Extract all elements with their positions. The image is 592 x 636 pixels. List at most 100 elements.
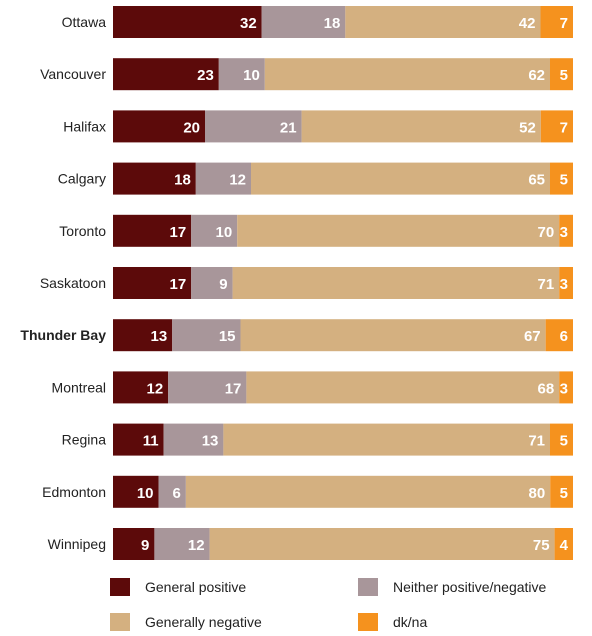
bar-segment-generally-negative [223, 423, 550, 456]
bar-segment-dk-na [559, 214, 573, 247]
bar-segment-generally-negative [246, 371, 560, 404]
data-label: 70 [538, 224, 555, 241]
bar-segment-dk-na [550, 58, 573, 91]
data-label: 6 [560, 328, 568, 345]
bar-segment-generally-negative [237, 214, 560, 247]
bar-segment-general-positive [113, 528, 155, 560]
bar-segment-generally-negative [240, 319, 546, 352]
data-label: 12 [147, 380, 164, 397]
bar-segment-generally-negative [209, 528, 555, 560]
bar-segment-dk-na [545, 319, 573, 352]
data-label: 10 [137, 485, 154, 502]
data-label: 21 [280, 119, 297, 136]
data-label: 3 [560, 276, 568, 293]
category-label: Edmonton [42, 484, 106, 500]
data-label: 7 [560, 15, 568, 32]
data-label: 71 [538, 276, 555, 293]
legend-item-dk-na: dk/na [358, 613, 427, 631]
bar-segment-general-positive [113, 423, 164, 456]
data-label: 12 [188, 537, 205, 554]
legend-swatch [358, 578, 378, 596]
bar-row-toronto: Toronto 17 10 70 3 [59, 214, 573, 247]
data-label: 7 [560, 119, 568, 136]
bar-segment-neither-positive-negative [195, 162, 251, 195]
bar-segment-dk-na [550, 162, 573, 195]
bar-row-thunder-bay: Thunder Bay 13 15 67 6 [20, 319, 573, 352]
data-label: 62 [528, 67, 545, 84]
bar-row-calgary: Calgary 18 12 65 5 [58, 162, 573, 195]
data-label: 17 [170, 224, 187, 241]
category-label: Montreal [52, 379, 106, 395]
category-label: Halifax [63, 118, 106, 134]
data-label: 67 [524, 328, 541, 345]
bar-segment-general-positive [113, 6, 262, 38]
bar-segment-dk-na [559, 371, 573, 404]
legend-label: dk/na [393, 614, 427, 630]
data-label: 13 [202, 433, 219, 450]
bar-segment-general-positive [113, 267, 192, 299]
bar-segment-generally-negative [345, 6, 541, 38]
bar-segment-generally-negative [251, 162, 550, 195]
data-label: 6 [173, 485, 181, 502]
category-label: Winnipeg [48, 536, 106, 552]
data-label: 5 [560, 433, 568, 450]
bar-segment-neither-positive-negative [218, 58, 265, 91]
data-label: 5 [560, 485, 568, 502]
legend-label: Neither positive/negative [393, 579, 547, 595]
category-label: Regina [62, 432, 107, 448]
bar-row-winnipeg: Winnipeg 9 12 75 4 [48, 528, 573, 560]
data-label: 12 [229, 172, 246, 189]
category-label: Toronto [59, 223, 106, 239]
bar-segment-general-positive [113, 214, 192, 247]
category-label: Vancouver [40, 66, 106, 82]
data-label: 23 [197, 67, 214, 84]
bar-segment-dk-na [550, 475, 573, 508]
data-label: 52 [519, 119, 536, 136]
bar-segment-dk-na [540, 6, 573, 38]
category-label: Calgary [58, 171, 106, 187]
data-label: 18 [324, 15, 341, 32]
bar-row-saskatoon: Saskatoon 17 9 71 3 [40, 267, 573, 299]
bar-segment-general-positive [113, 162, 196, 195]
data-label: 11 [143, 433, 159, 450]
legend-item-general-positive: General positive [110, 578, 246, 596]
bar-row-halifax: Halifax 20 21 52 7 [63, 110, 573, 143]
bar-segment-neither-positive-negative [158, 475, 186, 508]
bar-segment-neither-positive-negative [168, 371, 247, 404]
data-label: 17 [225, 380, 242, 397]
category-label: Thunder Bay [20, 327, 106, 343]
bar-area: Ottawa 32 18 42 7 Vancouver 23 10 62 5 Halifax 20 21… [20, 6, 573, 560]
data-label: 20 [183, 119, 200, 136]
legend-swatch [110, 578, 130, 596]
legend-item-neither-positive-negative: Neither positive/negative [358, 578, 547, 596]
legend-item-generally-negative: Generally negative [110, 613, 262, 631]
data-label: 18 [174, 172, 191, 189]
data-label: 4 [560, 537, 569, 554]
bar-segment-general-positive [113, 110, 205, 143]
data-label: 32 [240, 15, 257, 32]
bar-segment-generally-negative [301, 110, 541, 143]
bar-row-edmonton: Edmonton 10 6 80 5 [42, 475, 573, 508]
data-label: 5 [560, 67, 568, 84]
bar-segment-dk-na [559, 267, 573, 299]
legend-label: Generally negative [145, 614, 262, 630]
data-label: 9 [141, 537, 149, 554]
bar-row-montreal: Montreal 12 17 68 3 [52, 371, 573, 404]
bar-row-ottawa: Ottawa 32 18 42 7 [62, 6, 573, 38]
data-label: 3 [560, 224, 568, 241]
category-label: Saskatoon [40, 275, 106, 291]
data-label: 75 [533, 537, 550, 554]
data-label: 42 [519, 15, 536, 32]
data-label: 15 [219, 328, 236, 345]
legend-label: General positive [145, 579, 246, 595]
data-label: 10 [243, 67, 260, 84]
data-label: 80 [529, 485, 546, 502]
bar-segment-general-positive [113, 371, 169, 404]
bar-segment-neither-positive-negative [191, 214, 238, 247]
bar-segment-general-positive [113, 319, 173, 352]
bar-row-regina: Regina 11 13 71 5 [62, 423, 573, 456]
bar-segment-general-positive [113, 58, 219, 91]
bar-segment-generally-negative [264, 58, 550, 91]
legend: General positive Neither positive/negativ… [110, 578, 547, 631]
